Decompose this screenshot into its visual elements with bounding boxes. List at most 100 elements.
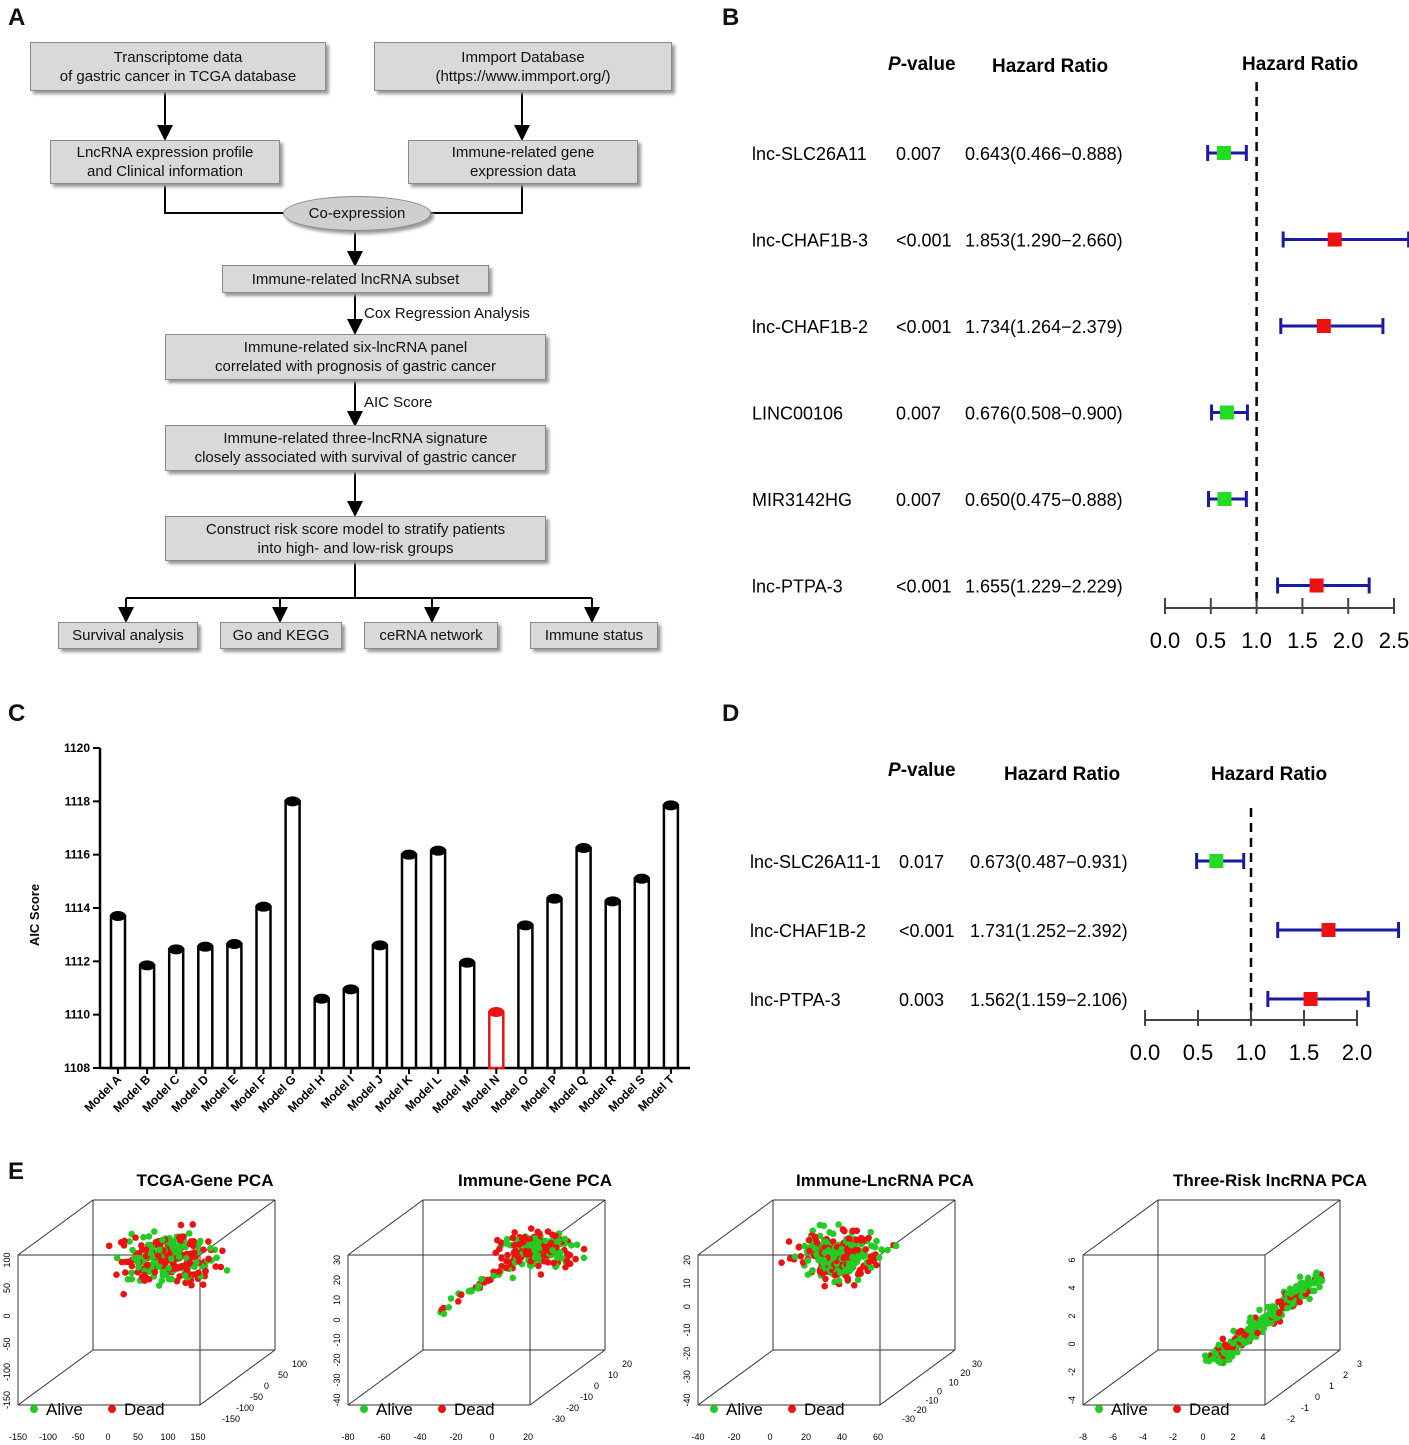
pca-z-tick: -40	[332, 1393, 342, 1406]
pca-point	[503, 1235, 511, 1243]
pca-y-tick: -2	[1287, 1414, 1295, 1424]
legend-alive-marker	[360, 1405, 368, 1413]
aic-bar	[400, 853, 418, 1070]
pca-point	[1275, 1309, 1283, 1317]
pca-point	[113, 1254, 121, 1262]
pca-point	[873, 1237, 880, 1245]
pca-point	[1296, 1273, 1304, 1281]
pca-point	[454, 1298, 462, 1305]
pca-point	[169, 1243, 176, 1251]
aic-bar-cap	[197, 941, 214, 952]
pca-point	[175, 1242, 182, 1250]
forest-row-hr: 1.562(1.159−2.106)	[970, 990, 1128, 1010]
hr-point-marker	[1209, 854, 1224, 868]
pca-point	[213, 1254, 220, 1262]
pca-point	[1247, 1314, 1254, 1321]
aic-bar	[662, 804, 680, 1070]
pca-z-tick: -100	[2, 1363, 12, 1381]
aic-bar-cap	[255, 901, 272, 912]
forest-row-hr: 0.673(0.487−0.931)	[970, 852, 1128, 872]
pca-legend: Alive Dead	[1095, 1400, 1230, 1419]
pca-point	[207, 1244, 214, 1252]
forest-row-name: lnc-CHAF1B-2	[750, 921, 866, 941]
pca-z-tick: 100	[2, 1252, 12, 1267]
y-tick-label: 1116	[65, 848, 91, 862]
pca-point	[189, 1221, 197, 1228]
pca-x-tick: -2	[1169, 1432, 1177, 1442]
pca-point	[547, 1239, 555, 1247]
pca-point	[122, 1269, 129, 1276]
pca-point	[514, 1252, 521, 1260]
pca-point	[1318, 1277, 1326, 1285]
pca-point	[1219, 1335, 1227, 1343]
pca-point	[202, 1267, 209, 1275]
pca-point	[867, 1253, 875, 1260]
pca-point	[457, 1291, 465, 1299]
pca-point	[181, 1242, 189, 1250]
pca-point	[835, 1277, 843, 1285]
pca-point	[445, 1303, 453, 1311]
pca-point	[564, 1250, 571, 1258]
pca-z-tick: -2	[1067, 1368, 1077, 1376]
pca-z-tick: 20	[682, 1255, 692, 1265]
pca-box	[347, 1199, 606, 1406]
pca-point	[862, 1246, 870, 1253]
pca-x-tick: -4	[1139, 1432, 1147, 1442]
pca-point	[120, 1290, 127, 1298]
output-go-kegg: Go and KEGG	[220, 622, 342, 649]
forest-d-hr-header: Hazard Ratio	[1004, 764, 1120, 785]
pca-point	[1215, 1341, 1223, 1349]
pca-x-tick: 0	[105, 1432, 110, 1442]
pca-box	[697, 1199, 956, 1406]
pca-point	[820, 1256, 828, 1264]
aic-bar-cap	[633, 873, 650, 884]
hr-point-marker	[1216, 146, 1231, 160]
output-survival-analysis: Survival analysis	[58, 622, 198, 649]
hr-point-marker	[1321, 923, 1336, 937]
aic-bar	[517, 924, 534, 1070]
pca-point	[830, 1254, 838, 1261]
aic-bar	[313, 997, 330, 1070]
pca-point	[1241, 1339, 1248, 1347]
pca-point	[188, 1281, 195, 1289]
pca-point	[511, 1247, 519, 1255]
pca-x-tick: 4	[1260, 1432, 1265, 1442]
x-tick-label: 1.5	[1289, 1040, 1320, 1065]
aic-bar	[109, 914, 127, 1070]
pca-y-tick: 100	[292, 1359, 307, 1369]
pca-point	[1244, 1325, 1252, 1333]
pca-point	[862, 1252, 870, 1259]
pca-x-tick: 2	[1230, 1432, 1235, 1442]
legend-alive-marker	[710, 1405, 718, 1413]
pca-point	[494, 1236, 501, 1244]
pca-point	[1292, 1283, 1300, 1290]
pca-point	[465, 1287, 473, 1295]
pca-point	[495, 1268, 503, 1275]
pca-point	[845, 1235, 853, 1242]
pca-z-tick: -40	[682, 1393, 692, 1406]
pca-z-tick: 2	[1067, 1313, 1077, 1318]
pca-point	[521, 1234, 528, 1241]
hr-point-marker	[1303, 992, 1318, 1006]
aic-bar	[458, 961, 476, 1070]
pca-point	[568, 1242, 575, 1249]
pca-point	[140, 1233, 147, 1241]
forest-b-p-header: P-value	[888, 54, 956, 75]
pca-point	[1262, 1318, 1270, 1326]
pca-point	[580, 1245, 588, 1253]
pca-point	[212, 1263, 220, 1270]
pca-point	[813, 1239, 821, 1247]
pca-y-tick: -20	[566, 1403, 579, 1413]
y-tick-label: 1112	[65, 954, 91, 968]
pca-point	[835, 1221, 842, 1228]
hr-point-marker	[1217, 492, 1232, 506]
pca-x-tick: -40	[691, 1432, 704, 1442]
pca-point	[804, 1257, 812, 1264]
pca-point	[785, 1238, 793, 1245]
forest-row-p: <0.001	[899, 921, 955, 941]
pca-legend: Alive Dead	[710, 1400, 845, 1419]
six-lncrna-panel-box: Immune-related six-lncRNA panel correlat…	[165, 334, 546, 380]
pca-point	[1289, 1300, 1296, 1308]
pca-point	[186, 1259, 194, 1266]
